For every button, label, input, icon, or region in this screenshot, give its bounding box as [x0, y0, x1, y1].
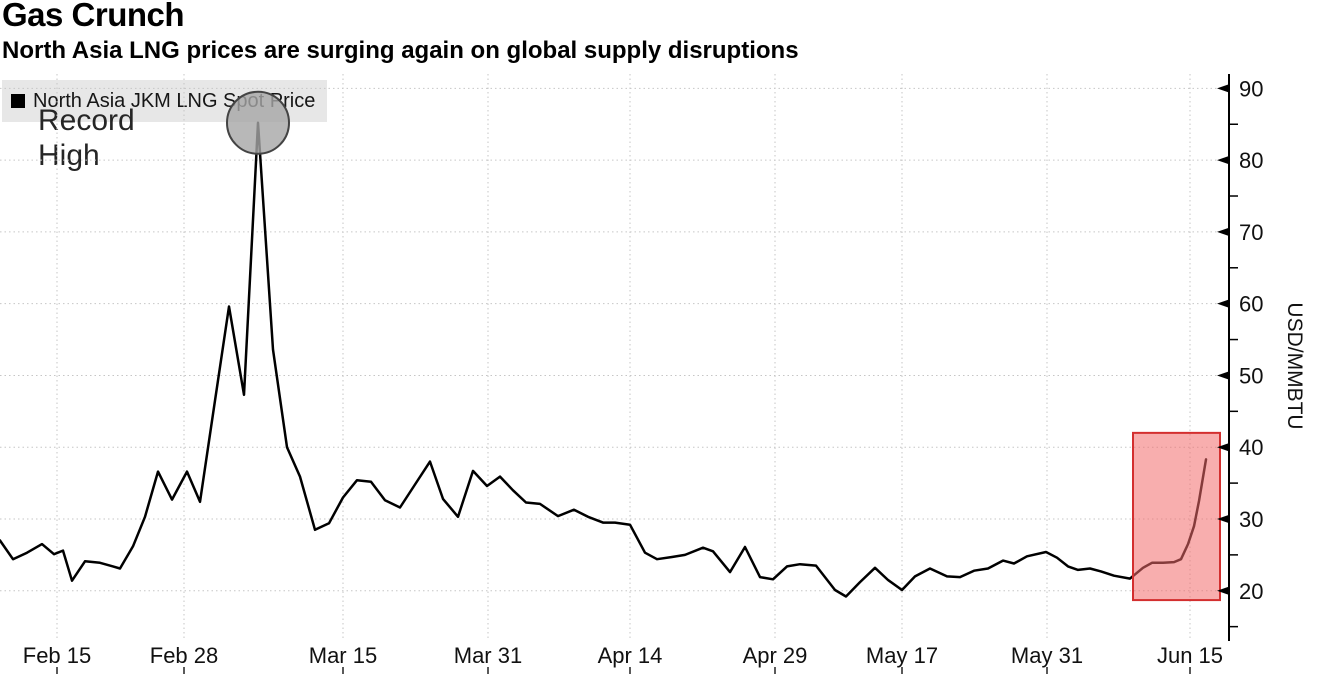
- y-major-tick-arrow: [1217, 299, 1230, 309]
- record-high-circle-marker: [226, 90, 290, 155]
- y-major-tick-arrow: [1217, 370, 1230, 380]
- y-tick-label: 40: [1239, 435, 1263, 460]
- y-axis-title: USD/MMBTU: [1283, 302, 1306, 429]
- y-tick-label: 30: [1239, 507, 1263, 532]
- surge-highlight-box: [1132, 431, 1221, 602]
- x-tick-label: Feb 28: [150, 643, 219, 668]
- legend-swatch-icon: [11, 94, 25, 108]
- y-major-tick-arrow: [1217, 586, 1230, 596]
- y-tick-label: 60: [1239, 292, 1263, 317]
- record-high-annotation: Record High: [38, 104, 135, 173]
- x-tick-label: Apr 29: [743, 643, 808, 668]
- x-tick-label: Mar 31: [454, 643, 522, 668]
- y-major-tick-arrow: [1217, 227, 1230, 237]
- y-major-tick-arrow: [1217, 442, 1230, 452]
- chart-title: Gas Crunch: [2, 0, 185, 33]
- y-tick-label: 20: [1239, 579, 1263, 604]
- x-tick-label: May 31: [1011, 643, 1083, 668]
- x-tick-label: Feb 15: [23, 643, 92, 668]
- y-tick-label: 50: [1239, 363, 1263, 388]
- y-tick-label: 90: [1239, 76, 1263, 101]
- y-tick-label: 80: [1239, 148, 1263, 173]
- chart-subtitle: North Asia LNG prices are surging again …: [2, 37, 799, 64]
- y-major-tick-arrow: [1217, 83, 1230, 93]
- x-tick-label: Apr 14: [598, 643, 663, 668]
- price-line: [0, 121, 1208, 598]
- y-major-tick-arrow: [1217, 514, 1230, 524]
- x-tick-label: Mar 15: [309, 643, 377, 668]
- x-tick-label: May 17: [866, 643, 938, 668]
- x-tick-label: Jun 15: [1157, 643, 1223, 668]
- y-major-tick-arrow: [1217, 155, 1230, 165]
- y-tick-label: 70: [1239, 220, 1263, 245]
